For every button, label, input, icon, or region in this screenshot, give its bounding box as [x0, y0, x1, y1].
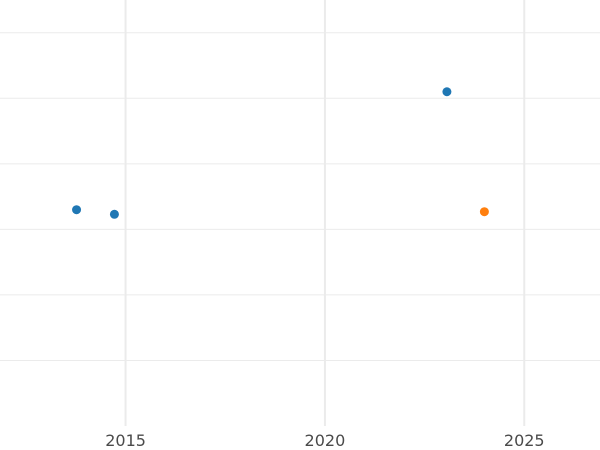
x-tick-label: 2025 — [504, 431, 545, 450]
x-tick-label: 2020 — [305, 431, 346, 450]
data-point — [109, 209, 119, 219]
grid — [0, 0, 600, 426]
data-point — [72, 205, 82, 215]
data-point — [442, 87, 452, 97]
x-axis-ticks: 2015 2020 2025 — [105, 431, 544, 450]
x-tick-label: 2015 — [105, 431, 146, 450]
data-points — [72, 87, 489, 219]
data-point — [479, 207, 489, 217]
